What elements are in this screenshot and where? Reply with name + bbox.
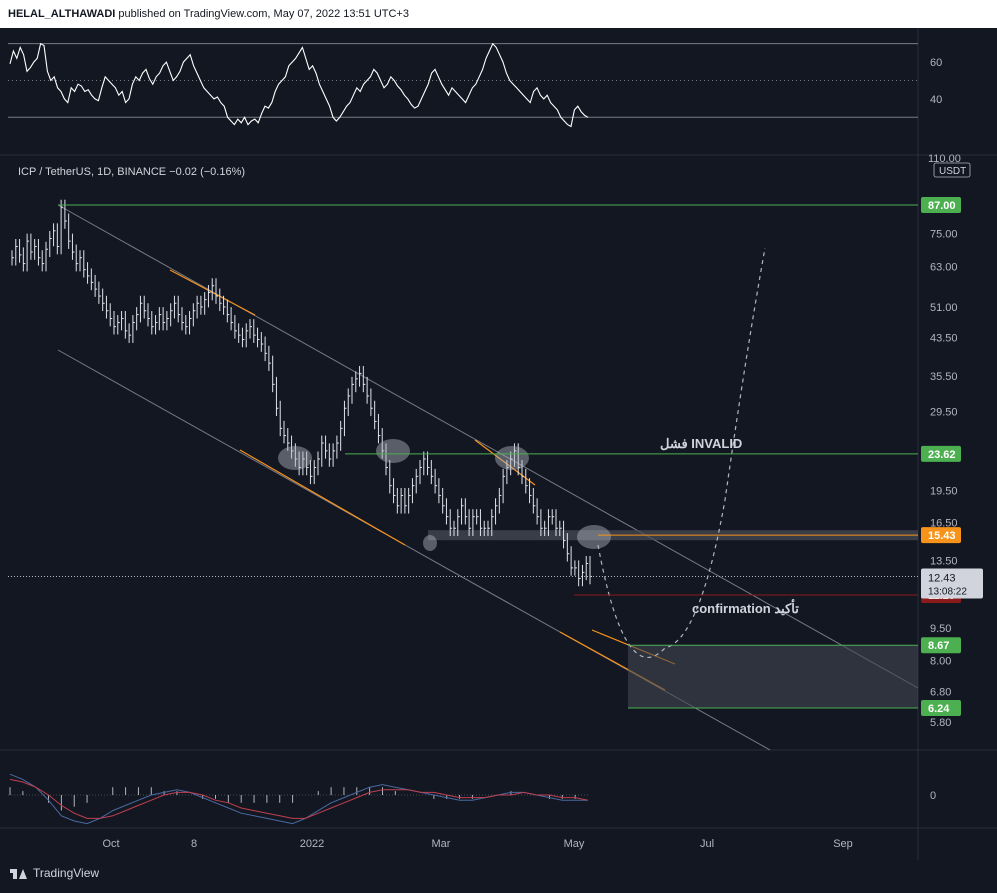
oscillator-line [9, 42, 589, 128]
time-tick-label: Oct [102, 838, 119, 850]
target-zone [628, 645, 918, 708]
trendline-segment [239, 449, 406, 546]
level-label-bg [921, 700, 961, 716]
highlight-ellipse [495, 446, 529, 470]
highlight-ellipse [278, 446, 312, 470]
time-tick-label: 2022 [300, 838, 324, 850]
price-tick-label: 19.50 [930, 485, 958, 497]
price-tick-label: 63.00 [930, 262, 958, 274]
time-tick-label: Jul [700, 838, 714, 850]
price-tick-label: 6.80 [930, 687, 951, 699]
publish-info: published on TradingView.com, May 07, 20… [115, 8, 409, 20]
macd-tick-label: 0 [930, 790, 936, 802]
macd-signal-line [9, 778, 589, 819]
tradingview-logo[interactable]: TradingView [10, 866, 99, 880]
price-tick-label: 110.00 [928, 153, 961, 165]
confirmation-annotation: confirmation تأكيد [692, 599, 799, 616]
projection-path [597, 247, 766, 659]
brand-text: TradingView [33, 866, 100, 880]
level-label-bg [921, 197, 961, 213]
currency-label: USDT [939, 166, 966, 177]
price-tick-label: 43.50 [930, 332, 958, 344]
level-label: 23.62 [928, 449, 956, 461]
level-label: 6.24 [928, 703, 950, 715]
time-tick-label: Sep [833, 838, 853, 850]
time-tick-label: May [564, 838, 585, 850]
last-price-label: 12.43 [928, 572, 956, 584]
level-label-bg [921, 527, 961, 544]
level-label-bg [921, 637, 961, 654]
invalid-annotation: فشل INVALID [660, 436, 742, 451]
footer [0, 860, 997, 893]
level-label-bg [921, 445, 961, 462]
level-label: 8.67 [928, 640, 949, 652]
level-label: 15.43 [928, 530, 956, 542]
level-label: 87.00 [928, 200, 956, 212]
price-tick-label: 51.00 [930, 302, 958, 314]
tradingview-icon [10, 867, 28, 879]
countdown-label: 13:08:22 [928, 586, 967, 597]
price-tick-label: 35.50 [930, 371, 958, 383]
author-name[interactable]: HELAL_ALTHAWADI [8, 8, 116, 20]
currency-badge [933, 162, 971, 178]
price-tick-label: 8.00 [930, 656, 951, 668]
highlight-ellipse [577, 525, 611, 549]
highlight-ellipse [376, 439, 410, 463]
highlight-ellipse [423, 535, 437, 551]
last-price-label-bg [921, 568, 983, 599]
trendline-segment [474, 439, 536, 486]
price-tick-label: 13.50 [930, 556, 958, 568]
macd-line [9, 773, 588, 825]
symbol-title: ICP / TetherUS, 1D, BINANCE −0.02 (−0.16… [18, 166, 245, 178]
price-tick-label: 75.00 [930, 228, 958, 240]
channel-upper-line [57, 204, 919, 689]
oscillator-tick-label: 60 [930, 57, 942, 69]
price-tick-label: 9.50 [930, 623, 951, 635]
time-tick-label: Mar [432, 838, 451, 850]
oscillator-tick-label: 40 [930, 94, 942, 106]
price-tick-label: 5.80 [930, 717, 951, 729]
publish-header: HELAL_ALTHAWADI published on TradingView… [0, 0, 997, 28]
price-tick-label: 16.50 [930, 517, 958, 529]
time-tick-label: 8 [191, 838, 197, 850]
price-tick-label: 29.50 [930, 406, 958, 418]
